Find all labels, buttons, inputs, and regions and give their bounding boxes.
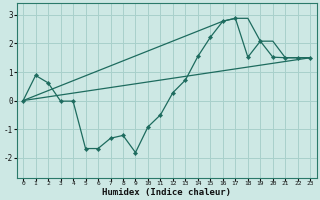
X-axis label: Humidex (Indice chaleur): Humidex (Indice chaleur) (102, 188, 231, 197)
